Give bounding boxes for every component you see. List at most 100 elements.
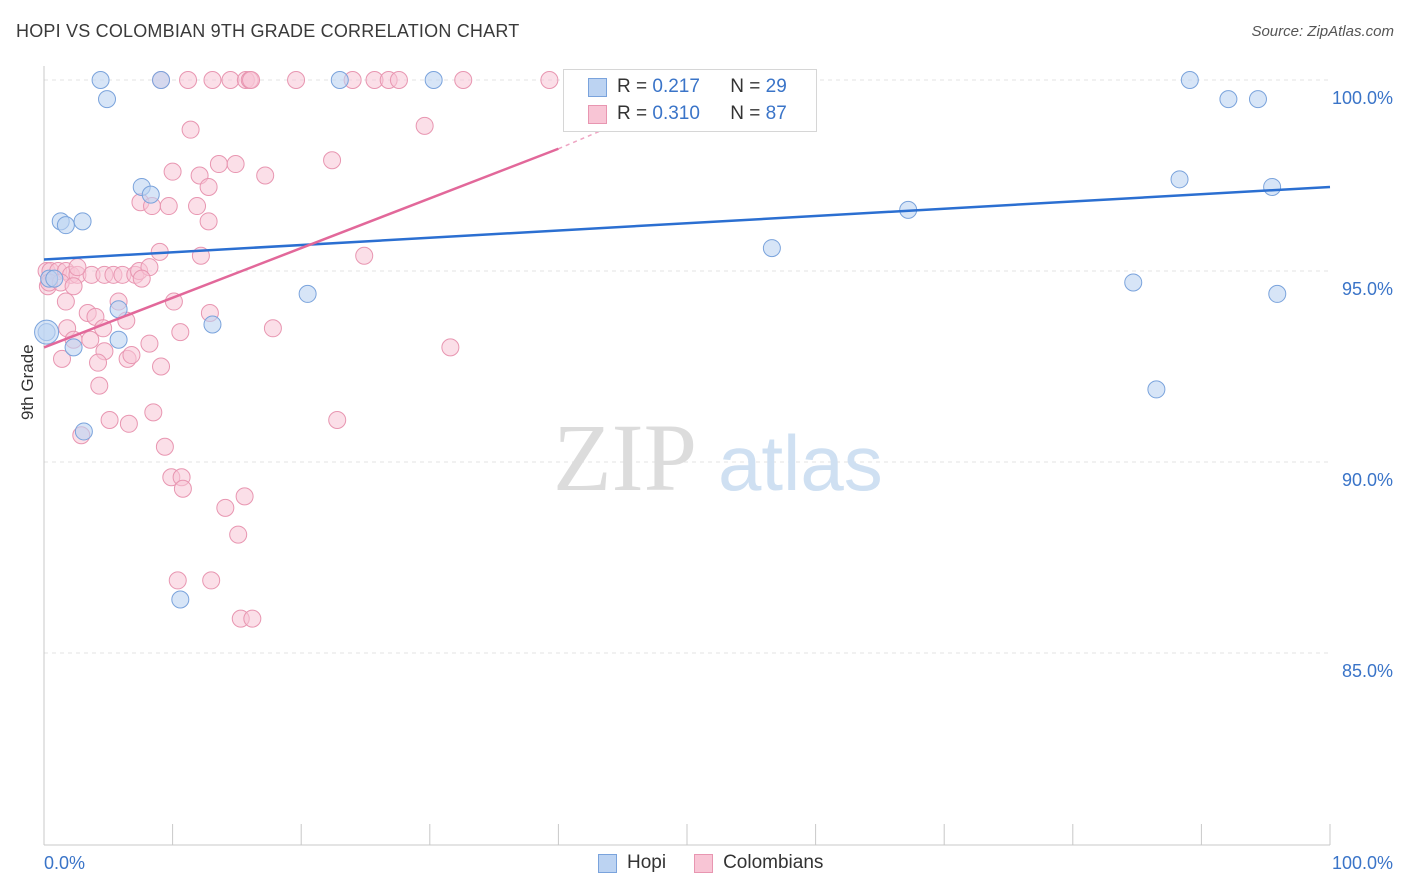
hopi-point <box>1180 71 1199 89</box>
colombians-point <box>64 277 83 296</box>
colombians-point <box>216 498 235 517</box>
colombians-point <box>53 349 72 368</box>
colombians-point <box>202 571 221 590</box>
colombians-point <box>122 346 141 365</box>
colombians-point <box>540 71 559 89</box>
colombians-r-value: 0.310 <box>652 103 700 124</box>
colombians-point <box>221 71 240 89</box>
hopi-point <box>91 71 110 89</box>
colombians-point <box>263 319 282 338</box>
y-axis-label: 9th Grade <box>18 344 37 420</box>
hopi-point <box>298 284 317 303</box>
legend-colombians-label: Colombians <box>723 852 824 873</box>
hopi-point <box>762 239 781 258</box>
colombians-trend-extension <box>558 128 604 150</box>
hopi-r-label: R = <box>617 76 648 97</box>
colombians-point <box>243 609 262 628</box>
hopi-point <box>34 319 60 345</box>
legend-hopi-label: Hopi <box>627 852 667 873</box>
colombians-point <box>441 338 460 357</box>
colombians-point <box>152 357 171 376</box>
colombians-point <box>173 479 192 498</box>
colombians-point <box>454 71 473 89</box>
hopi-point <box>98 90 117 109</box>
colombians-point <box>89 353 108 372</box>
colombians-point <box>179 71 198 89</box>
legend-colombians-swatch <box>694 853 714 873</box>
hopi-point <box>64 338 83 357</box>
series-legend: Hopi Colombians <box>598 852 823 874</box>
legend-row-colombians: R = 0.310 N = 87 <box>588 102 787 126</box>
hopi-point <box>1263 177 1282 196</box>
colombians-point <box>328 410 347 429</box>
colombians-point <box>144 403 163 422</box>
colombians-point <box>163 162 182 181</box>
colombians-point <box>235 487 254 506</box>
colombians-point <box>209 155 228 174</box>
trend-lines <box>43 128 1331 349</box>
colombians-point <box>256 166 275 185</box>
watermark-atlas: atlas <box>718 419 883 507</box>
hopi-point <box>1248 90 1267 109</box>
colombians-point <box>323 151 342 170</box>
watermark: ZIP atlas <box>553 404 883 511</box>
colombians-point <box>188 197 207 216</box>
hopi-point <box>1219 90 1238 109</box>
tick-labels: 85.0% 90.0% 95.0% 100.0% 0.0% 100.0% <box>44 88 1393 873</box>
y-tick-label: 90.0% <box>1342 470 1393 490</box>
hopi-point <box>424 71 443 89</box>
colombians-point <box>229 525 248 544</box>
stats-legend: R = 0.217 N = 29 R = 0.310 N = 87 <box>563 69 817 132</box>
y-tick-label: 85.0% <box>1342 661 1393 681</box>
legend-hopi-swatch <box>598 853 617 873</box>
colombians-point <box>287 71 306 89</box>
colombians-n-label: N = <box>730 103 761 124</box>
colombians-point <box>132 269 151 288</box>
hopi-n-value: 29 <box>765 76 787 97</box>
hopi-point <box>152 71 171 89</box>
colombians-point <box>171 323 190 342</box>
watermark-zip: ZIP <box>553 404 697 511</box>
colombians-point <box>389 71 408 89</box>
hopi-point <box>1147 380 1166 399</box>
hopi-point <box>1124 273 1143 292</box>
colombians-point <box>140 334 159 353</box>
colombians-trend-line <box>43 147 559 349</box>
colombians-point <box>90 376 109 395</box>
colombians-n-value: 87 <box>765 103 787 124</box>
colombians-point <box>100 410 119 429</box>
y-tick-label: 95.0% <box>1342 279 1393 299</box>
colombians-point <box>181 120 200 139</box>
x-tick-label: 0.0% <box>44 853 85 873</box>
colombians-point <box>226 155 245 174</box>
colombians-points <box>37 71 559 628</box>
hopi-n-label: N = <box>730 76 761 97</box>
colombians-point <box>159 197 178 216</box>
hopi-point <box>171 590 190 609</box>
hopi-point <box>109 330 128 349</box>
colombians-point <box>155 437 174 456</box>
axes <box>43 66 1331 846</box>
hopi-point <box>56 216 75 235</box>
colombians-point <box>168 571 187 590</box>
hopi-point <box>1268 284 1287 303</box>
hopi-swatch <box>588 77 607 97</box>
hopi-point <box>74 422 93 441</box>
hopi-points <box>34 71 1287 609</box>
hopi-r-value: 0.217 <box>652 76 700 97</box>
hopi-point <box>330 71 349 89</box>
colombians-point <box>415 116 434 135</box>
colombians-r-label: R = <box>617 103 648 124</box>
colombians-point <box>199 177 218 196</box>
legend-row-hopi: R = 0.217 N = 29 <box>588 75 787 99</box>
hopi-point <box>141 185 160 204</box>
colombians-point <box>81 330 100 349</box>
colombians-point <box>56 292 75 311</box>
chart-title: HOPI VS COLOMBIAN 9TH GRADE CORRELATION … <box>16 21 520 41</box>
hopi-point <box>45 269 64 288</box>
y-tick-label: 100.0% <box>1332 88 1393 108</box>
hopi-point <box>73 212 92 231</box>
colombians-point <box>203 71 222 89</box>
colombians-point <box>355 246 374 265</box>
